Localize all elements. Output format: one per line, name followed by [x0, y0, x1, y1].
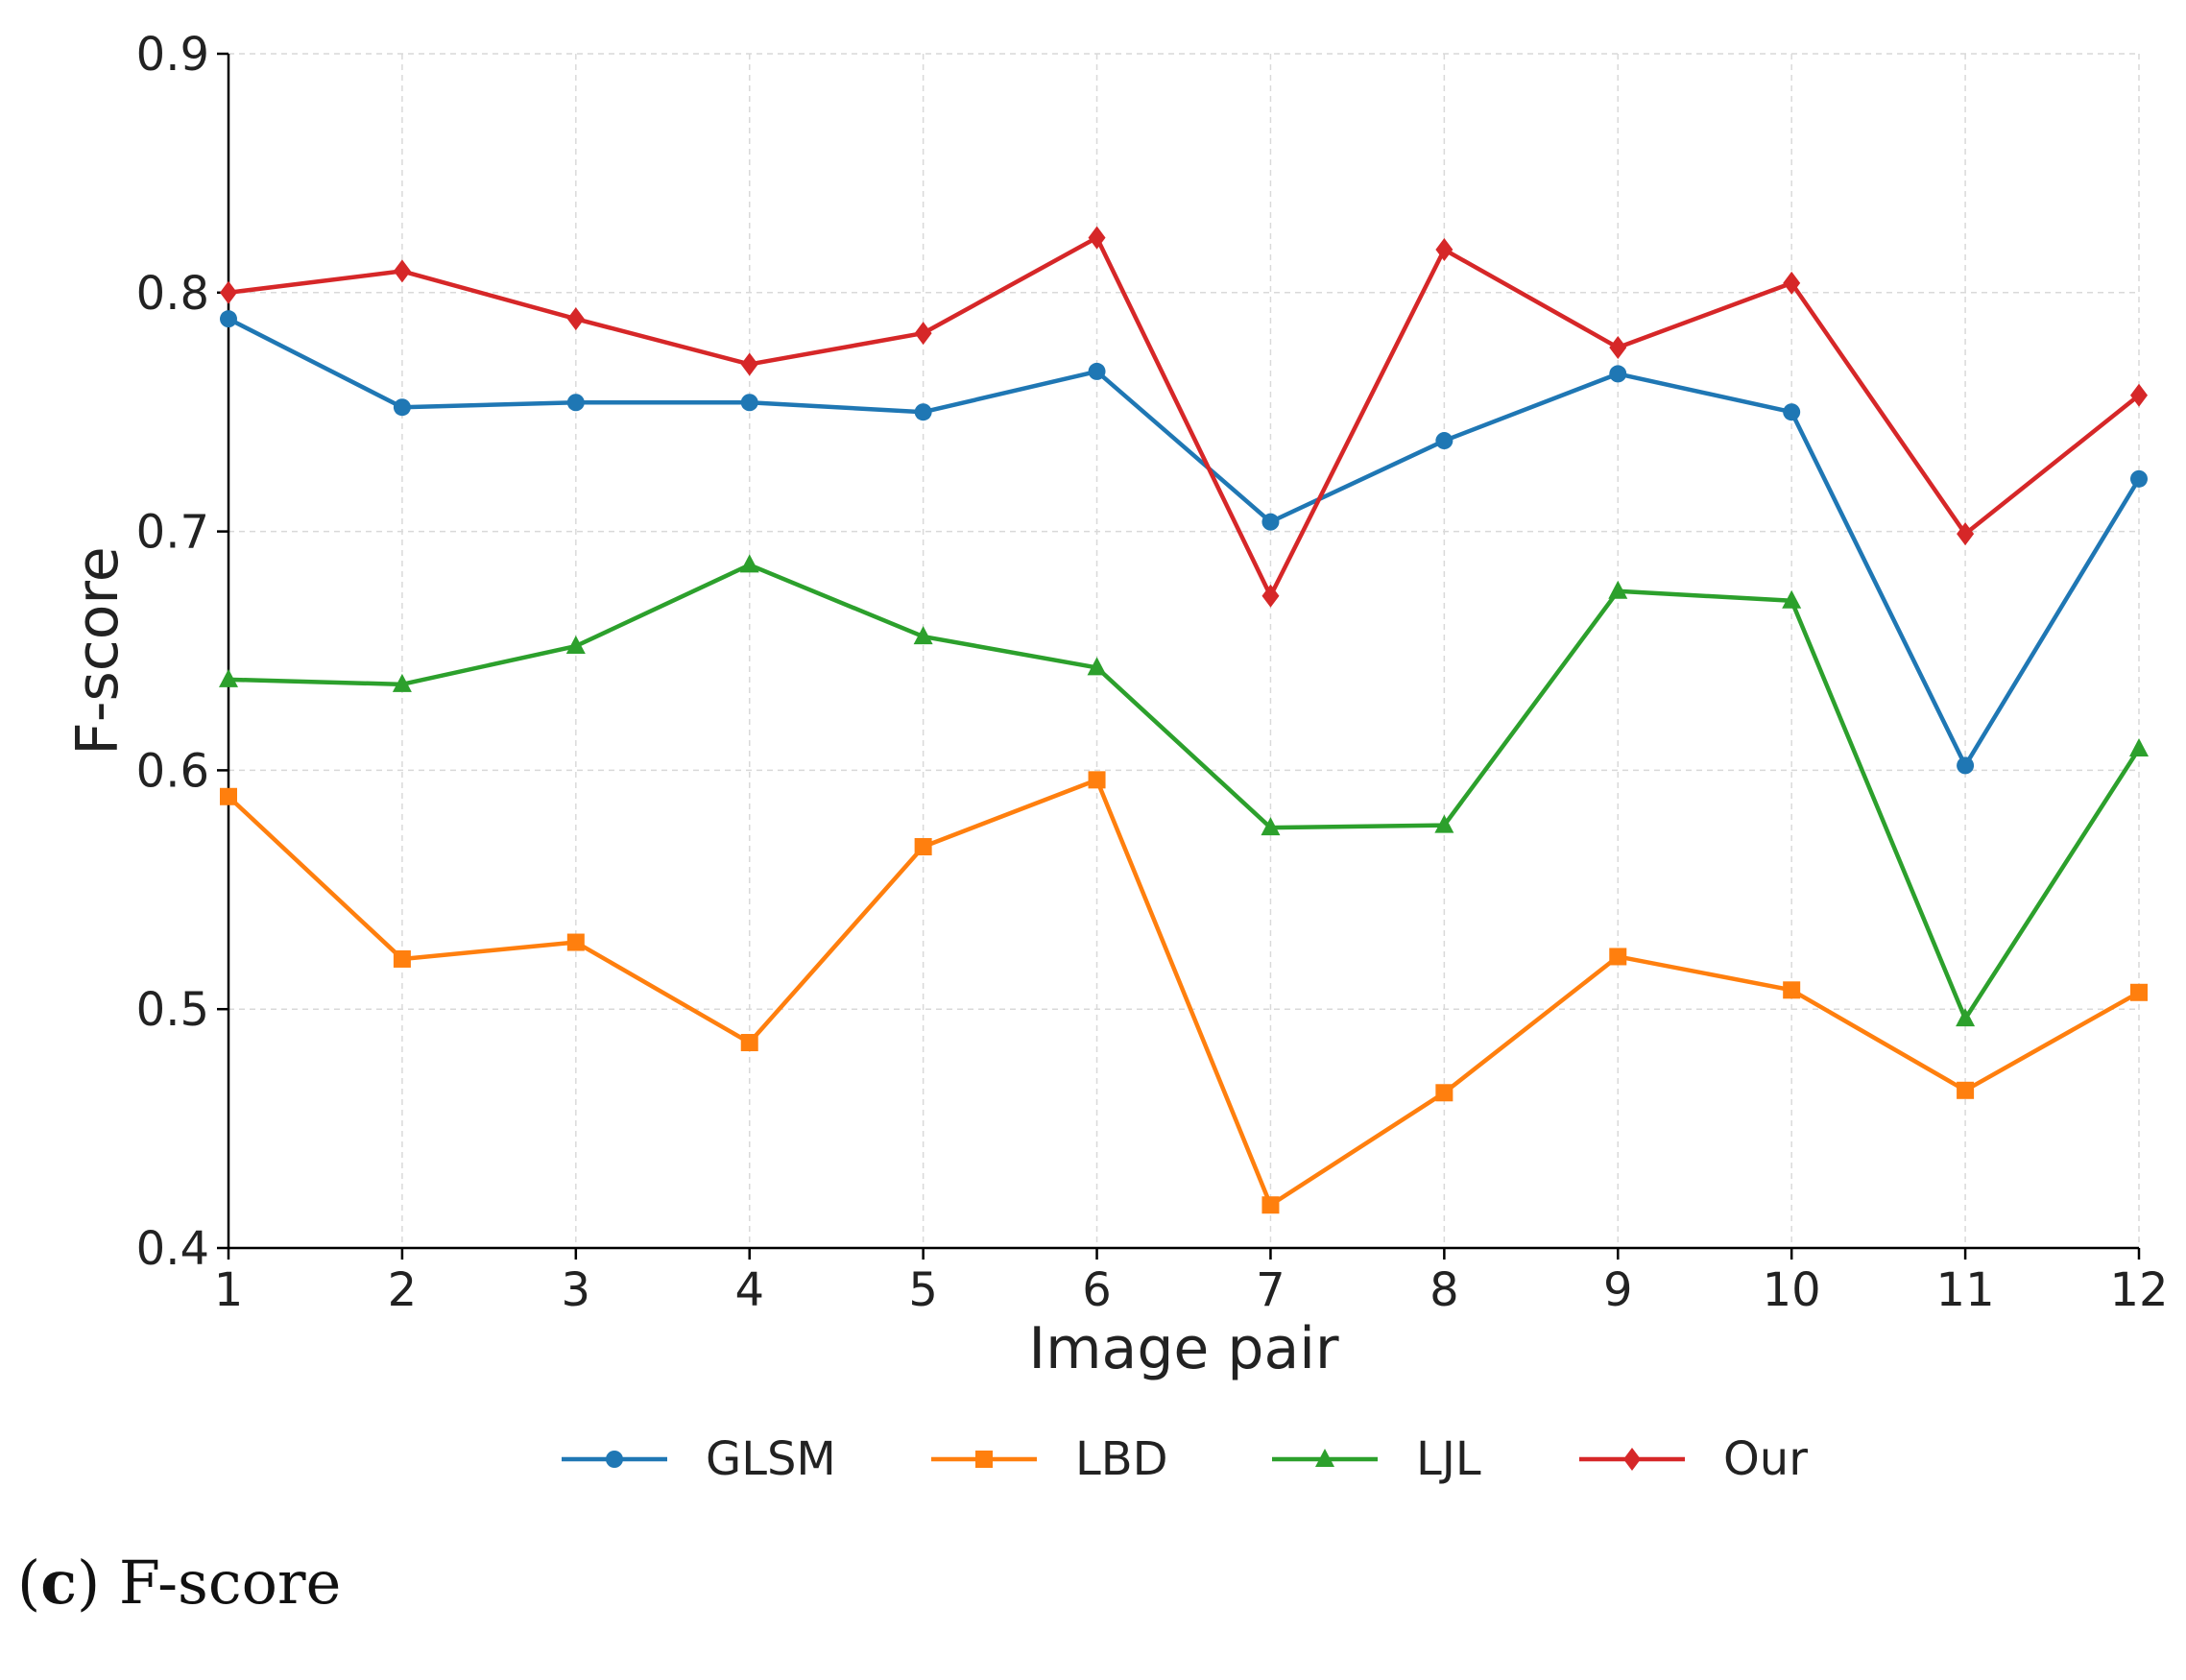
- series-line: [227, 317, 2141, 768]
- data-point: [606, 1451, 623, 1468]
- data-point: [739, 554, 759, 573]
- caption-text: F-score: [118, 1548, 342, 1618]
- data-point: [1435, 238, 1453, 262]
- y-axis-title: F-score: [64, 546, 132, 755]
- data-point: [1434, 814, 1454, 833]
- y-tick-label: 0.7: [136, 506, 209, 560]
- legend-item-our: Our: [1579, 1432, 1808, 1486]
- data-point: [1315, 1449, 1334, 1467]
- data-point: [220, 787, 237, 805]
- series-ljl: [219, 554, 2149, 1027]
- caption-label: c: [40, 1548, 77, 1618]
- data-point: [740, 352, 758, 376]
- data-point: [219, 668, 238, 687]
- y-tick-label: 0.5: [136, 983, 209, 1037]
- data-point: [1261, 817, 1281, 836]
- data-point: [975, 1451, 993, 1468]
- data-point: [393, 398, 411, 417]
- data-point: [1088, 771, 1106, 789]
- data-point: [392, 673, 412, 692]
- x-tick-label: 2: [388, 1263, 418, 1317]
- data-point: [1609, 365, 1627, 383]
- data-point: [220, 310, 237, 328]
- y-tick-label: 0.8: [136, 267, 209, 321]
- data-point: [220, 280, 237, 304]
- figure-caption: (c) F-score: [17, 1548, 342, 1618]
- x-tick-label: 12: [2109, 1263, 2168, 1317]
- data-point: [2129, 738, 2149, 757]
- data-point: [1623, 1448, 1641, 1471]
- x-tick-label: 4: [734, 1263, 764, 1317]
- data-point: [1608, 580, 1628, 599]
- data-point: [1782, 589, 1802, 609]
- data-point: [393, 949, 411, 968]
- series-our: [220, 226, 2148, 608]
- data-point: [1087, 657, 1107, 676]
- legend: GLSM LBD LJL Our: [562, 1432, 1808, 1486]
- data-point: [1088, 362, 1106, 380]
- x-tick-label: 5: [908, 1263, 938, 1317]
- data-point: [914, 403, 932, 421]
- data-point: [740, 1034, 758, 1052]
- legend-label: LBD: [1075, 1432, 1168, 1486]
- data-point: [1783, 403, 1801, 421]
- x-tick-label: 8: [1429, 1263, 1459, 1317]
- series-glsm: [220, 310, 2148, 775]
- data-point: [1609, 948, 1627, 966]
- data-point: [566, 933, 585, 951]
- legend-label: LJL: [1416, 1432, 1481, 1486]
- data-point: [2130, 383, 2148, 407]
- legend-item-ljl: LJL: [1272, 1432, 1481, 1486]
- data-point: [1783, 981, 1801, 999]
- data-point: [914, 838, 932, 856]
- series-line: [228, 235, 2141, 599]
- x-tick-label: 11: [1936, 1263, 1995, 1317]
- data-point: [1957, 756, 1975, 775]
- data-point: [1957, 1081, 1975, 1099]
- y-tick-label: 0.6: [136, 744, 209, 798]
- legend-item-lbd: LBD: [931, 1432, 1168, 1486]
- x-tick-label: 6: [1082, 1263, 1112, 1317]
- data-point: [914, 322, 932, 346]
- y-tick-label: 0.4: [136, 1222, 209, 1276]
- series-line: [227, 778, 2141, 1208]
- data-point: [565, 636, 586, 655]
- data-point: [566, 394, 585, 412]
- data-point: [2130, 469, 2148, 488]
- data-point: [913, 626, 933, 645]
- data-point: [1783, 271, 1801, 295]
- x-tick-label: 9: [1603, 1263, 1633, 1317]
- data-point: [1609, 336, 1627, 360]
- legend-label: Our: [1723, 1432, 1808, 1486]
- x-axis-title: Image pair: [1028, 1315, 1339, 1382]
- data-point: [1261, 513, 1280, 531]
- data-point: [740, 394, 758, 412]
- data-point: [393, 259, 411, 283]
- data-point: [1956, 1008, 1976, 1027]
- data-point: [566, 307, 585, 331]
- series-line: [228, 563, 2141, 1021]
- legend-label: GLSM: [706, 1432, 836, 1486]
- data-point: [1435, 1084, 1453, 1102]
- data-point: [2130, 983, 2148, 1001]
- legend-item-glsm: GLSM: [562, 1432, 836, 1486]
- data-point: [1261, 584, 1280, 608]
- data-point: [1088, 226, 1106, 250]
- data-point: [1261, 1196, 1280, 1214]
- series-lbd: [220, 771, 2148, 1214]
- x-tick-label: 3: [562, 1263, 591, 1317]
- y-tick-label: 0.9: [136, 28, 209, 82]
- x-tick-label: 7: [1256, 1263, 1285, 1317]
- data-point: [1435, 432, 1453, 450]
- grid-lines: [228, 53, 2140, 1249]
- x-tick-label: 1: [214, 1263, 244, 1317]
- x-tick-label: 10: [1763, 1263, 1821, 1317]
- data-point: [1957, 522, 1975, 546]
